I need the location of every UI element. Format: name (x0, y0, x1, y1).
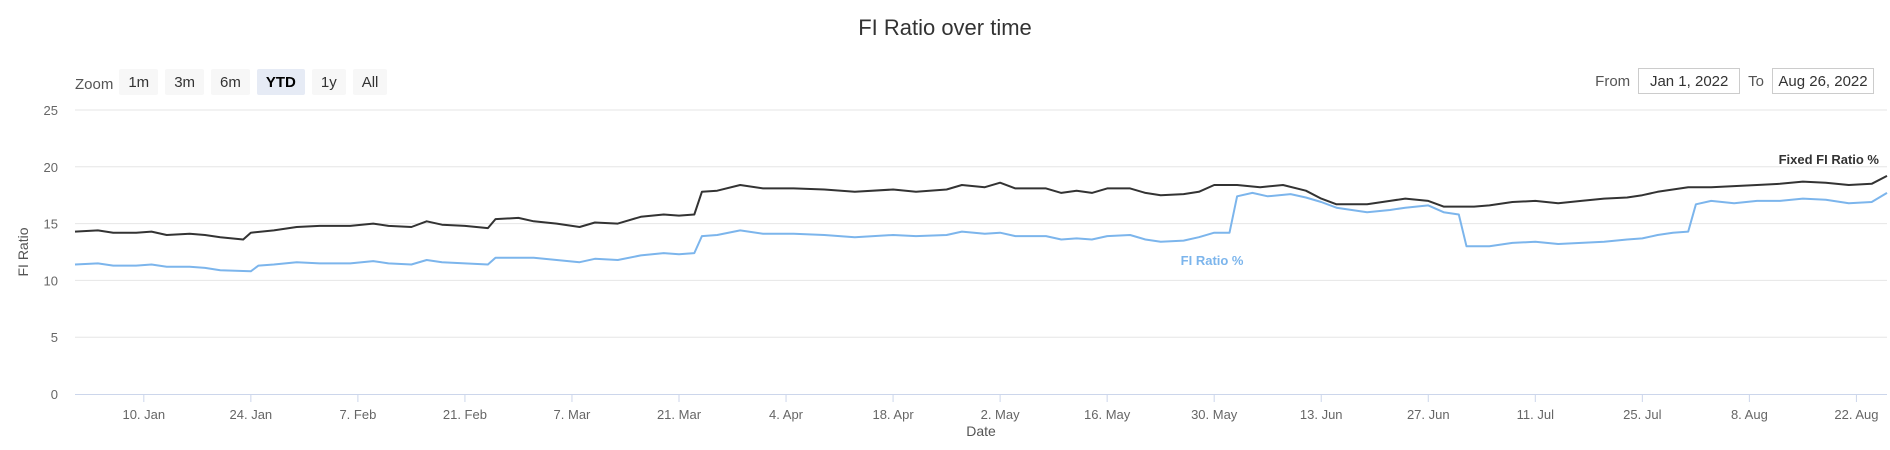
y-tick-label: 5 (51, 330, 58, 345)
y-tick-label: 10 (44, 273, 58, 288)
chart-title: FI Ratio over time (858, 15, 1032, 40)
x-tick-label: 21. Mar (657, 407, 702, 422)
y-tick-label: 25 (44, 103, 58, 118)
series-label-fixed-fi-ratio: Fixed FI Ratio % (1779, 152, 1880, 167)
x-tick-label: 4. Apr (769, 407, 804, 422)
to-date-input[interactable] (1772, 68, 1874, 94)
x-tick-label: 8. Aug (1731, 407, 1768, 422)
x-tick-label: 25. Jul (1623, 407, 1661, 422)
x-axis-title: Date (966, 423, 996, 439)
zoom-1m-button[interactable]: 1m (119, 69, 159, 95)
x-tick-label: 10. Jan (122, 407, 165, 422)
series-lines: Fixed FI Ratio % FI Ratio % (74, 152, 1888, 273)
zoom-1y-button[interactable]: 1y (311, 69, 346, 95)
y-axis-title: FI Ratio (15, 227, 31, 276)
zoom-6m-button[interactable]: 6m (211, 69, 250, 95)
y-tick-label: 0 (51, 387, 58, 402)
x-tick-label: 16. May (1084, 407, 1131, 422)
to-label: To (1748, 72, 1764, 90)
x-tick-label: 7. Feb (339, 407, 376, 422)
x-tick-label: 2. May (981, 407, 1021, 422)
x-tick-label: 27. Jun (1407, 407, 1450, 422)
grid-lines (75, 109, 1887, 338)
from-date-input[interactable] (1638, 68, 1741, 94)
y-tick-label: 15 (44, 217, 58, 232)
zoom-all-button[interactable]: All (352, 69, 388, 95)
from-label: From (1595, 72, 1631, 90)
x-tick-label: 30. May (1191, 407, 1238, 422)
zoom-label: Zoom (75, 76, 114, 93)
y-axis-ticks: 0 5 10 15 20 25 (44, 103, 58, 402)
x-tick-label: 18. Apr (872, 407, 914, 422)
series-line-0 (74, 175, 1888, 241)
x-axis-ticks: 10. Jan 24. Jan 7. Feb 21. Feb 7. Mar 21. Mar… (122, 394, 1878, 422)
x-tick-label: 13. Jun (1300, 407, 1343, 422)
date-range-selector: From To (1587, 68, 1874, 94)
series-label-fi-ratio: FI Ratio % (1181, 253, 1244, 268)
x-tick-label: 22. Aug (1834, 407, 1878, 422)
zoom-ytd-button[interactable]: YTD (256, 69, 305, 95)
x-tick-label: 7. Mar (554, 407, 592, 422)
x-tick-label: 21. Feb (443, 407, 487, 422)
x-tick-label: 24. Jan (230, 407, 273, 422)
zoom-3m-button[interactable]: 3m (165, 69, 205, 95)
zoom-selector: Zoom 1m 3m 6m YTD 1y All (75, 69, 394, 95)
x-tick-label: 11. Jul (1517, 407, 1554, 422)
y-tick-label: 20 (44, 160, 58, 175)
series-line-1 (74, 191, 1888, 273)
